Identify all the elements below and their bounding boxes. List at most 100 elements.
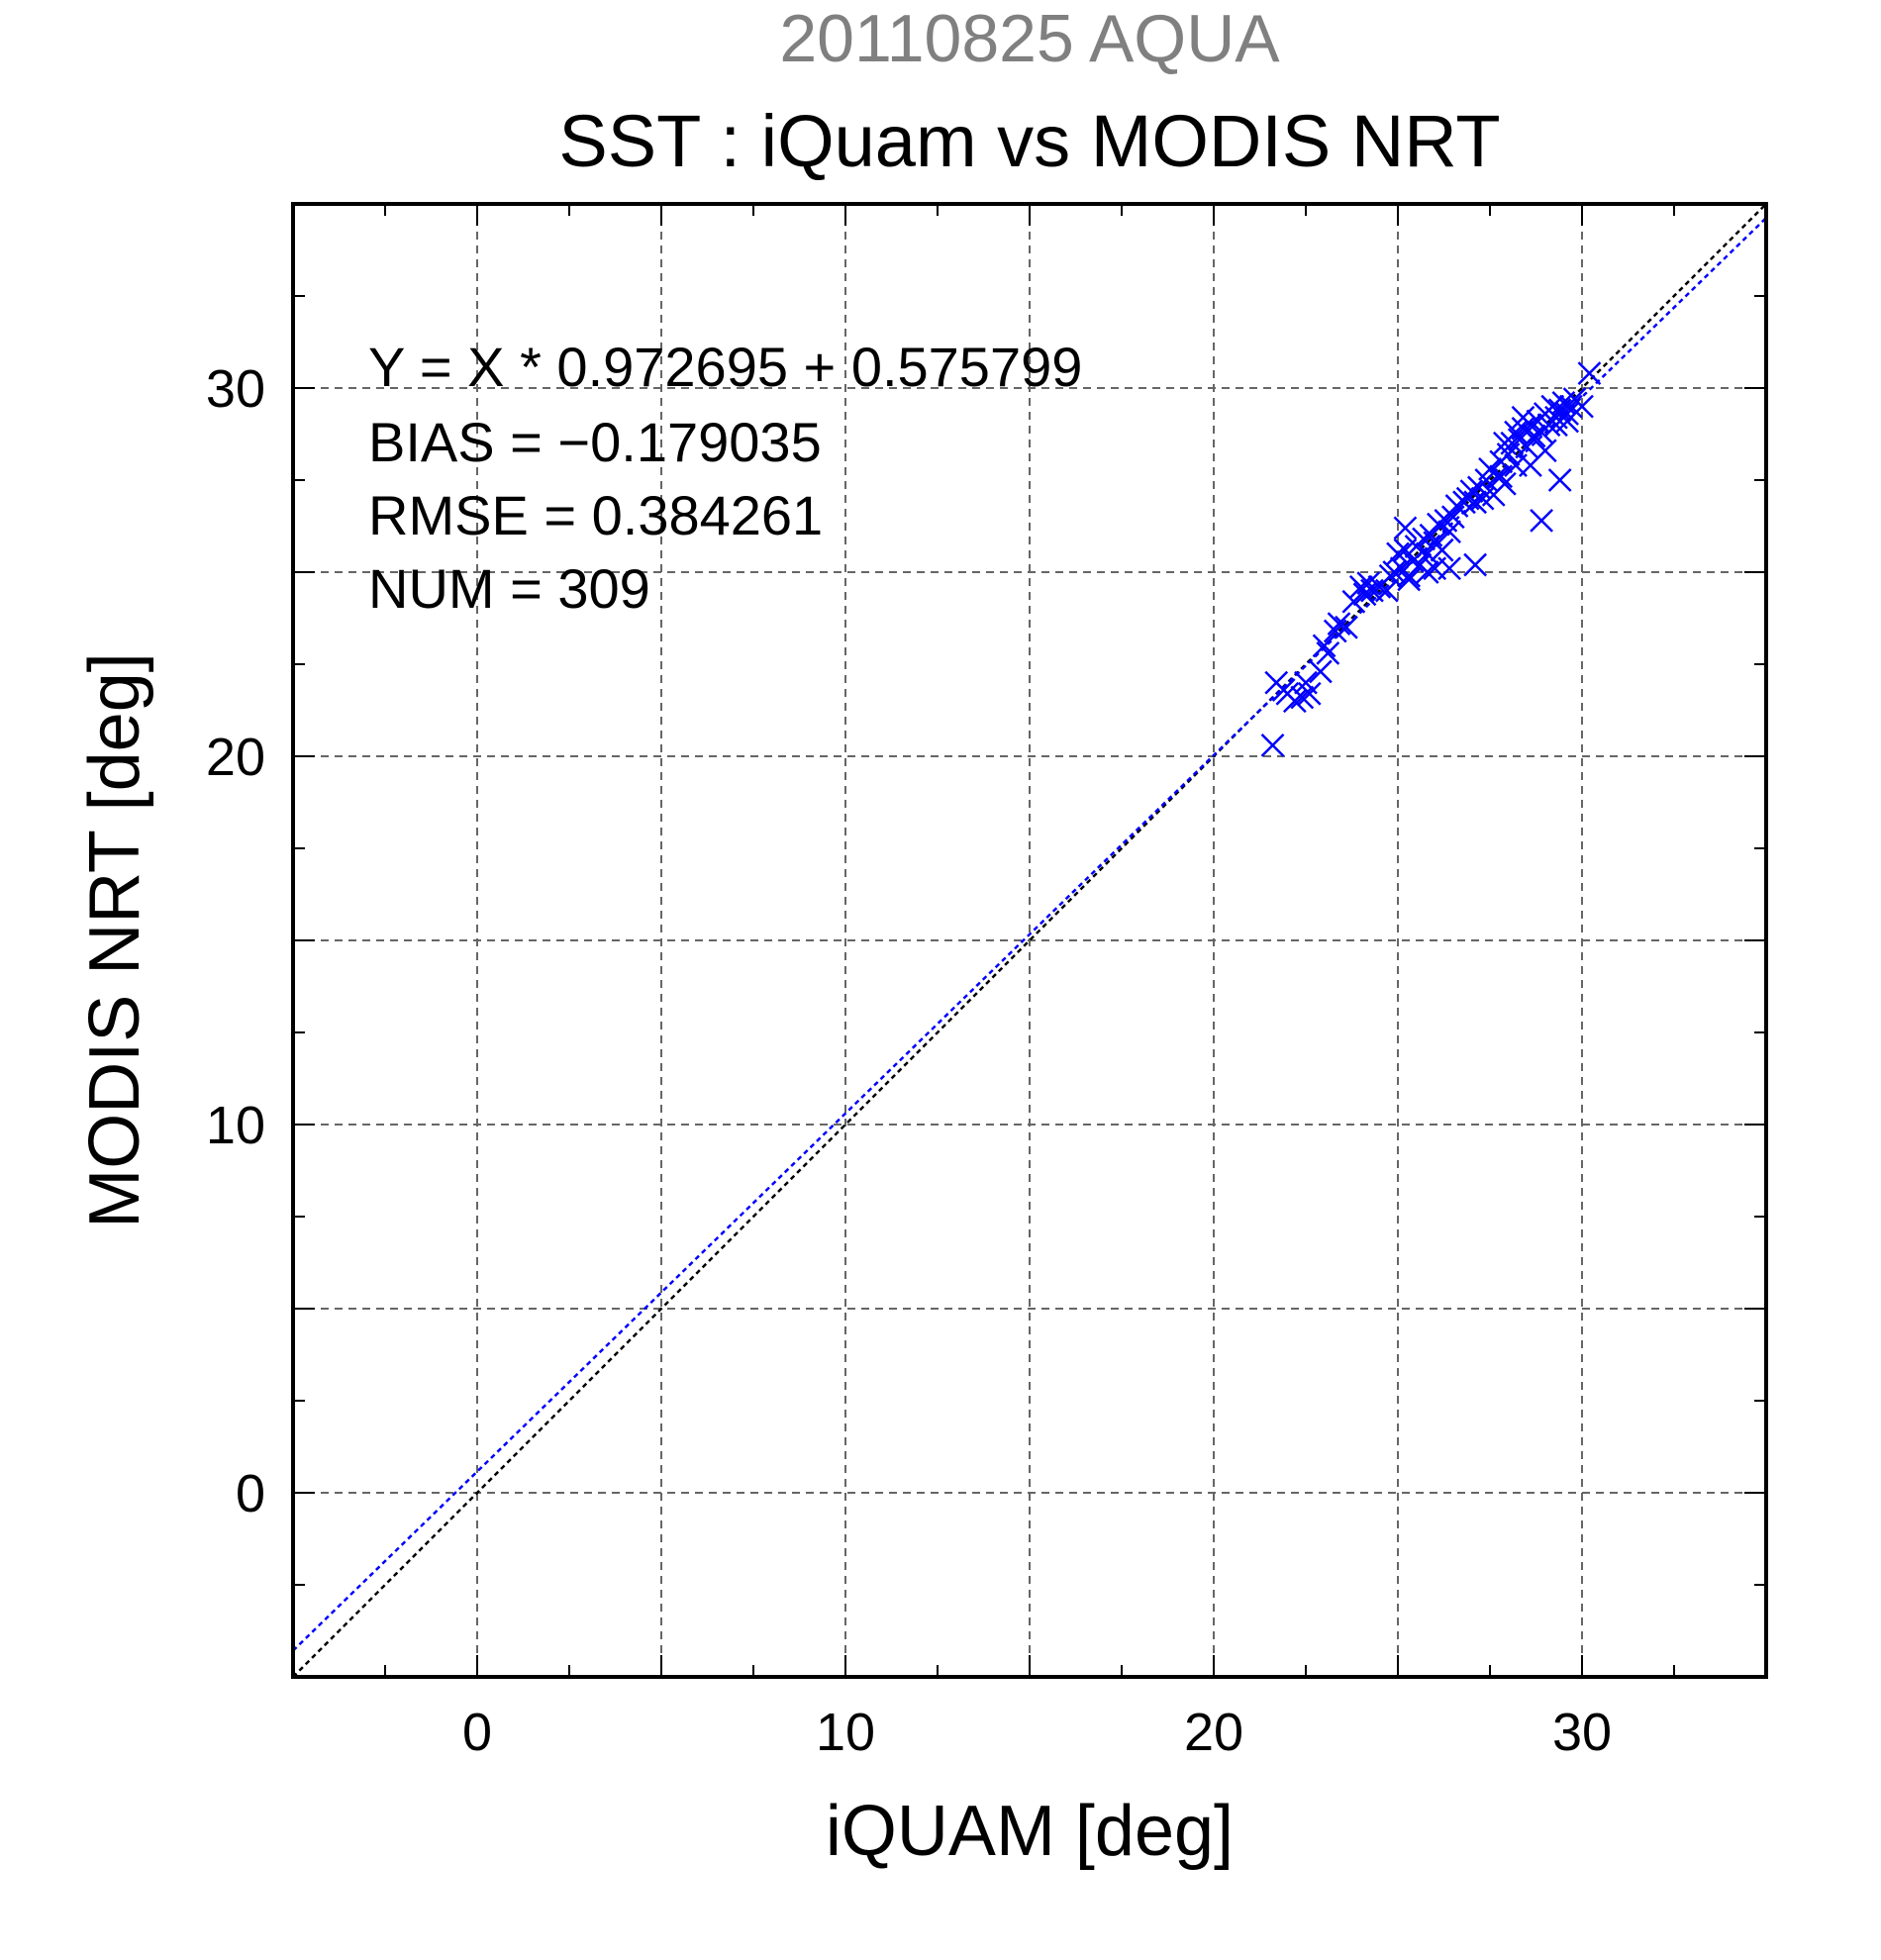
y-tick-label: 0: [236, 1464, 265, 1523]
data-point-stroke: [1427, 512, 1450, 537]
data-point-stroke: [1294, 670, 1318, 695]
data-point-stroke: [1260, 733, 1285, 757]
data-point: [1297, 681, 1322, 706]
data-point: [1290, 685, 1315, 710]
data-point-stroke: [1547, 468, 1572, 492]
x-tick-label: 0: [462, 1703, 492, 1762]
data-point: [1341, 589, 1366, 614]
data-point-stroke: [1356, 571, 1381, 596]
chart-title: SST : iQuam vs MODIS NRT: [558, 100, 1500, 182]
data-point-stroke: [1335, 615, 1358, 639]
plot-frame: [291, 202, 1768, 1679]
y-axis-label: MODIS NRT [deg]: [75, 652, 154, 1228]
data-point: [1335, 615, 1358, 639]
data-point-stroke: [1400, 548, 1425, 573]
data-point: [1260, 733, 1285, 757]
data-point-stroke: [1492, 471, 1517, 496]
data-point: [1282, 689, 1307, 714]
data-point: [1386, 541, 1410, 566]
y-tick-label: 10: [206, 1096, 265, 1155]
data-point-stroke: [1511, 405, 1535, 430]
data-point: [1382, 560, 1407, 584]
data-point-stroke: [1327, 612, 1351, 636]
bias-stat: BIAS = −0.179035: [368, 411, 822, 473]
data-point-stroke: [1504, 420, 1528, 444]
data-point: [1547, 468, 1572, 492]
data-point: [1393, 516, 1418, 540]
data-point: [1533, 439, 1557, 463]
x-axis-label: iQUAM [deg]: [826, 1792, 1234, 1871]
data-point: [1437, 520, 1461, 543]
data-point-stroke: [1290, 685, 1315, 710]
num-stat: NUM = 309: [368, 557, 650, 620]
data-point-stroke: [1316, 640, 1340, 665]
data-point: [1577, 361, 1602, 386]
data-point: [1489, 464, 1514, 489]
data-point-stroke: [1341, 589, 1366, 614]
y-tick-label: 30: [206, 359, 265, 419]
data-point: [1522, 424, 1546, 448]
data-point: [1463, 552, 1488, 577]
data-point-stroke: [1489, 464, 1514, 489]
data-point-stroke: [1312, 634, 1336, 658]
data-point-stroke: [1415, 560, 1439, 584]
data-point-stroke: [1308, 659, 1333, 684]
data-point: [1397, 563, 1422, 588]
data-point: [1511, 405, 1535, 430]
data-point-stroke: [1437, 520, 1461, 543]
data-point-stroke: [1463, 490, 1488, 515]
data-point: [1415, 560, 1439, 584]
chart-supertitle: 20110825 AQUA: [779, 1, 1280, 76]
data-point: [1415, 541, 1439, 566]
data-point-stroke: [1463, 552, 1488, 577]
data-point: [1430, 538, 1454, 562]
data-point: [1511, 417, 1535, 441]
data-point: [1397, 567, 1422, 592]
data-point-stroke: [1522, 424, 1546, 448]
data-point-stroke: [1397, 563, 1422, 588]
data-point: [1423, 556, 1447, 581]
data-point-stroke: [1382, 560, 1407, 584]
tick-labels: 0 10 20 30 0 10 20 30: [206, 359, 1612, 1762]
data-point-stroke: [1533, 439, 1557, 463]
data-point-stroke: [1577, 361, 1602, 386]
data-point-stroke: [1348, 574, 1373, 599]
data-point-stroke: [1297, 681, 1322, 706]
data-point-stroke: [1459, 479, 1484, 504]
data-point: [1400, 548, 1425, 573]
data-point-stroke: [1393, 516, 1418, 540]
data-point: [1530, 509, 1553, 533]
data-point: [1374, 578, 1399, 603]
data-point: [1504, 420, 1528, 444]
stats-box: Y = X * 0.972695 + 0.575799 BIAS = −0.17…: [368, 336, 1082, 620]
y-tick-label: 20: [206, 728, 265, 787]
data-point-stroke: [1415, 541, 1439, 566]
grid: [293, 204, 1766, 1677]
data-point: [1312, 634, 1336, 658]
data-point: [1327, 612, 1351, 636]
x-tick-label: 10: [816, 1703, 875, 1762]
data-point: [1492, 471, 1517, 496]
data-point-stroke: [1386, 541, 1410, 566]
data-point-stroke: [1374, 578, 1399, 603]
data-point-stroke: [1530, 509, 1553, 533]
rmse-stat: RMSE = 0.384261: [368, 484, 823, 546]
data-point-stroke: [1282, 689, 1307, 714]
data-point-stroke: [1397, 567, 1422, 592]
data-point: [1558, 394, 1583, 419]
data-point-stroke: [1555, 409, 1580, 434]
fit-equation: Y = X * 0.972695 + 0.575799: [368, 336, 1082, 398]
x-tick-label: 20: [1184, 1703, 1243, 1762]
data-point: [1555, 409, 1580, 434]
data-point: [1463, 490, 1488, 515]
data-point: [1316, 640, 1340, 665]
data-point-stroke: [1558, 394, 1583, 419]
data-point: [1308, 659, 1333, 684]
scatter-points: [1260, 361, 1602, 757]
data-point-stroke: [1423, 556, 1447, 581]
data-point-stroke: [1511, 417, 1535, 441]
data-point: [1427, 512, 1450, 537]
x-tick-label: 30: [1552, 1703, 1612, 1762]
